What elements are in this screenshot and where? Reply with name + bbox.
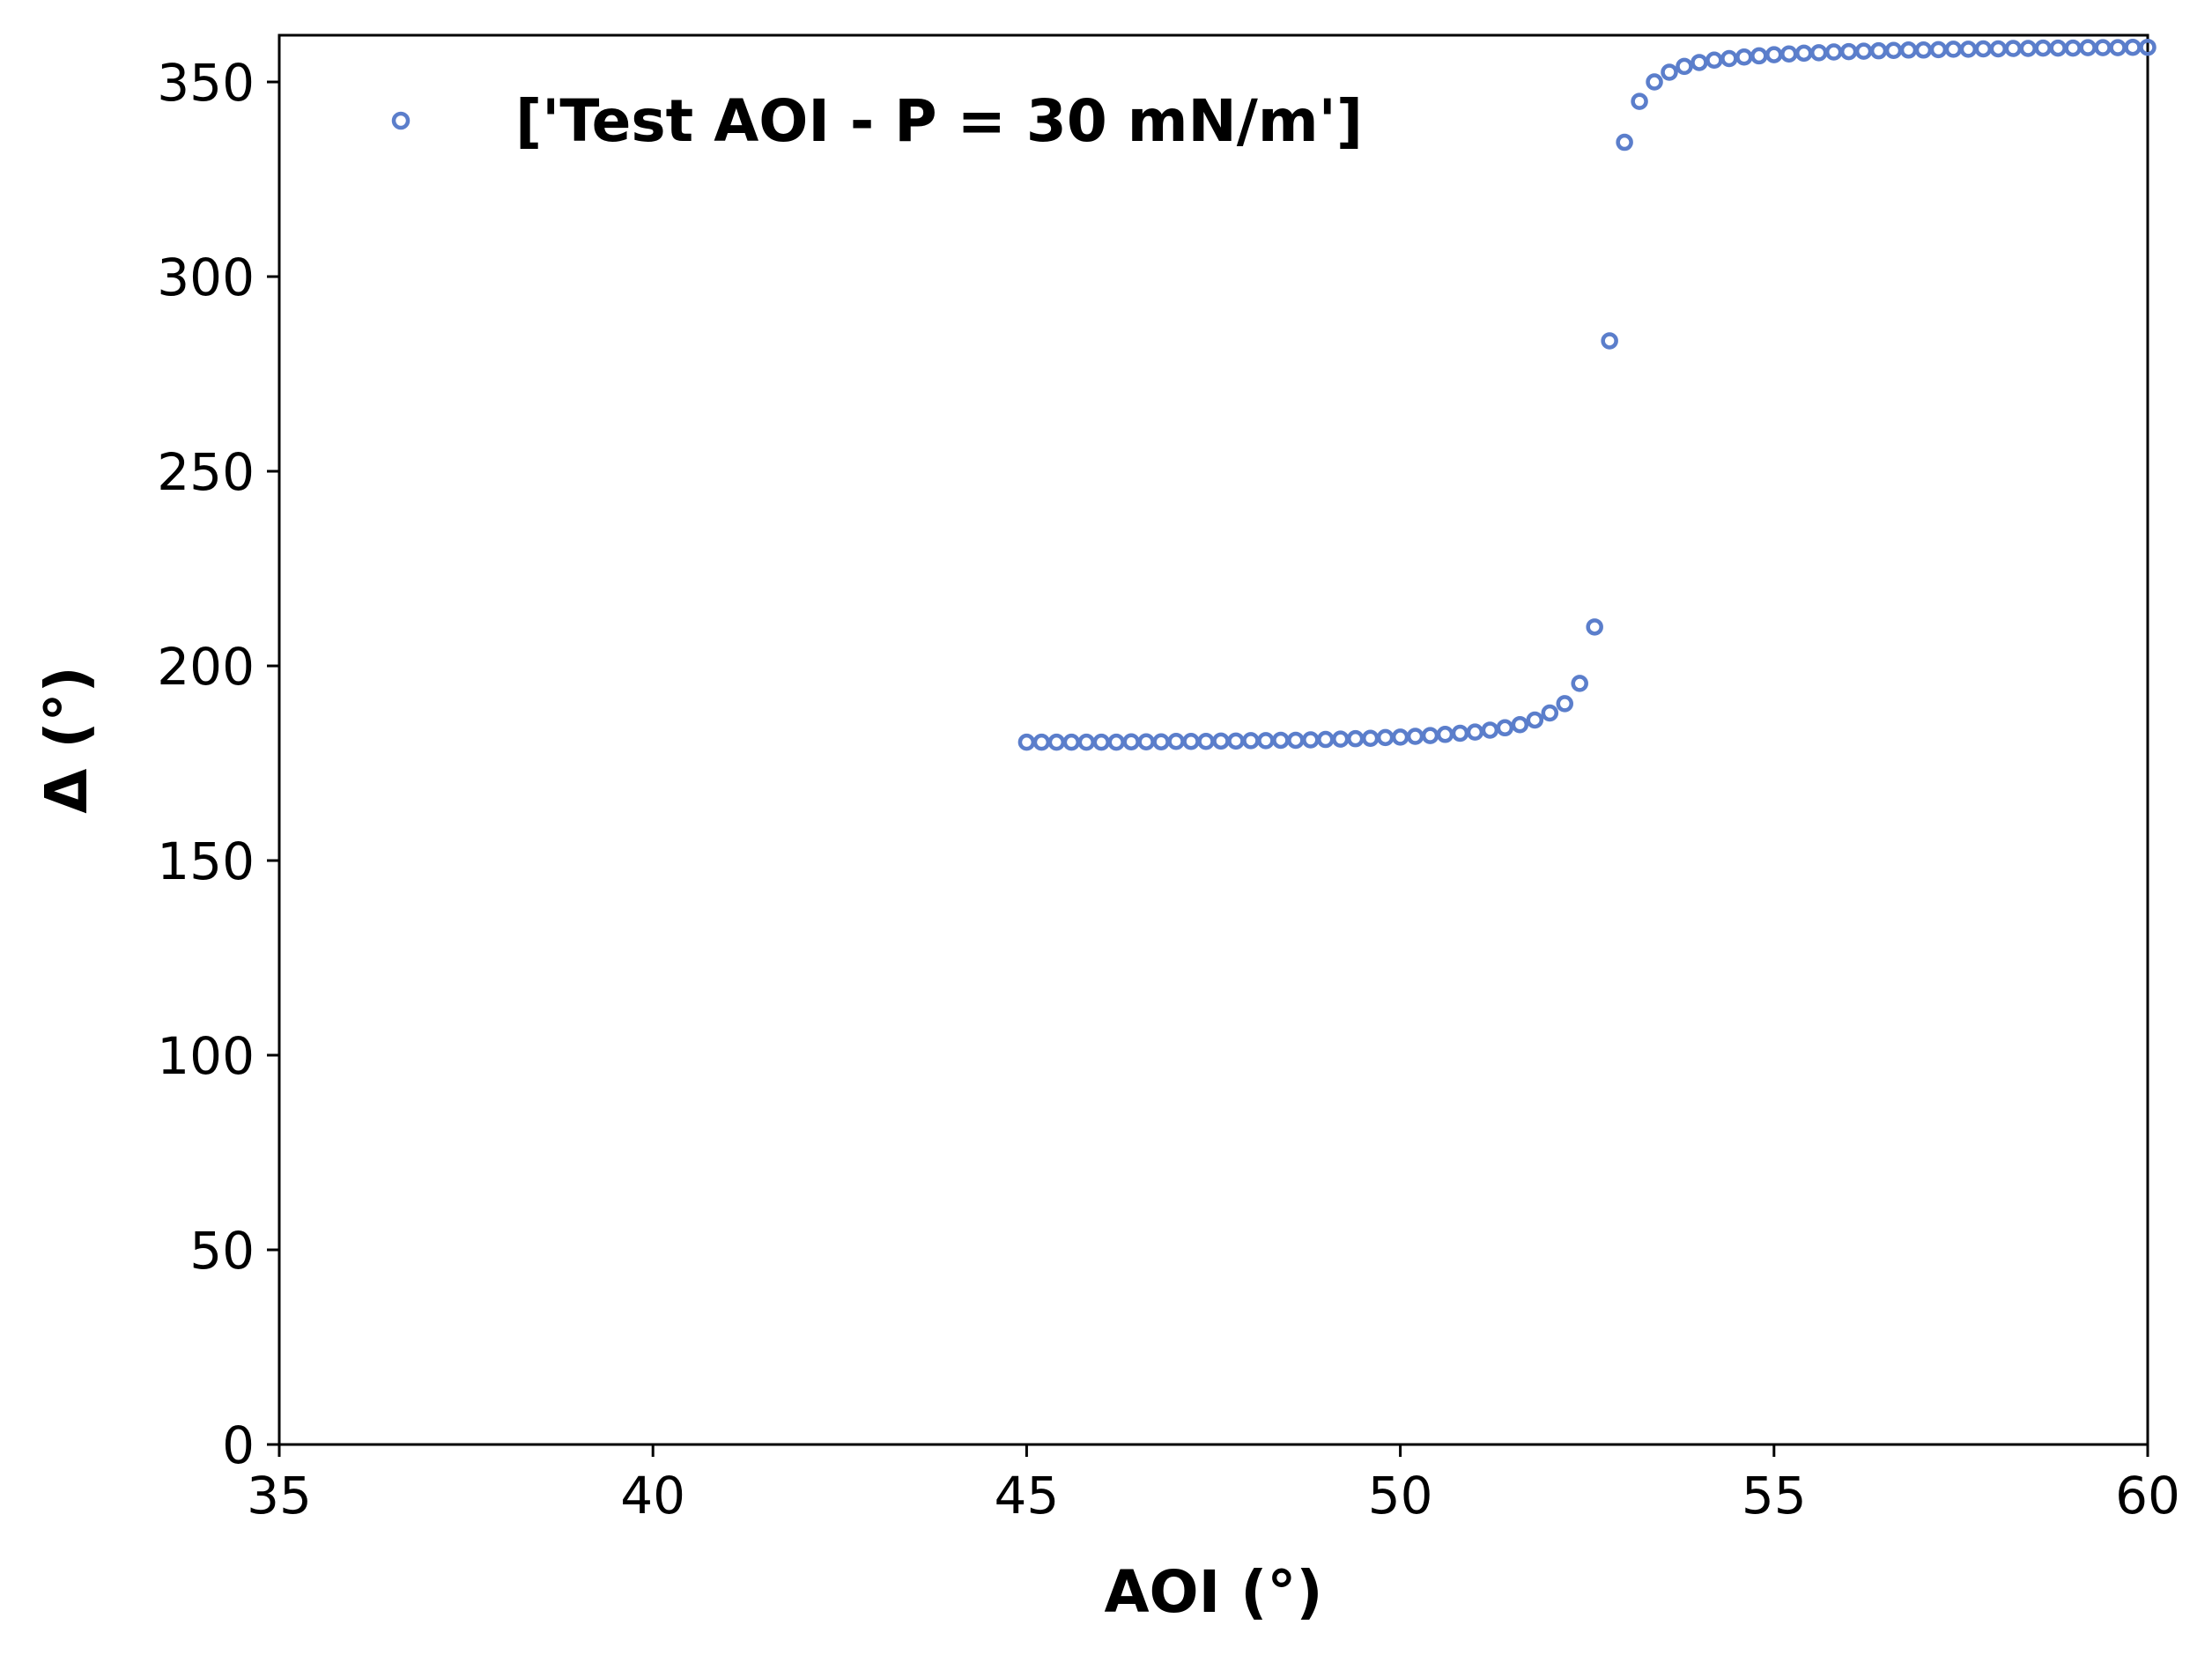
x-axis-title: AOI (°) [1104,1558,1322,1626]
data-point [1586,618,1603,636]
data-point [1631,92,1648,110]
data-point [1646,73,1663,91]
data-point [2139,38,2157,56]
data-point [1601,332,1618,350]
y-tick-label: 100 [157,1026,255,1086]
data-point [1496,719,1514,737]
y-tick-label: 350 [157,53,255,113]
data-point [1481,721,1499,739]
x-tick-label: 45 [994,1466,1059,1526]
x-tick-label: 55 [1742,1466,1807,1526]
data-point [1676,57,1693,76]
y-axis-ticks: 0 50 100 150 200 250 300 350 [157,53,279,1475]
x-tick-label: 50 [1368,1466,1433,1526]
data-point [1616,133,1633,151]
y-tick-label: 200 [157,637,255,697]
y-tick-label: 0 [222,1415,255,1475]
data-point [1556,695,1573,713]
data-point [1661,63,1678,81]
y-tick-label: 250 [157,442,255,502]
data-points [1017,38,2157,751]
legend-label: ['Test AOI - P = 30 mN/m'] [515,87,1363,155]
x-axis-ticks: 35 40 45 50 55 60 [247,1444,2180,1526]
y-tick-label: 300 [157,248,255,307]
legend: ['Test AOI - P = 30 mN/m'] [391,87,1363,155]
x-tick-label: 40 [620,1466,685,1526]
plot-area-frame [277,33,2149,1446]
data-point [1526,711,1544,729]
x-tick-label: 60 [2115,1466,2180,1526]
data-point [1690,54,1708,71]
data-point [1541,704,1559,722]
legend-marker [391,111,411,130]
data-point [1511,716,1529,734]
y-tick-label: 150 [157,831,255,891]
x-tick-label: 35 [247,1466,312,1526]
y-axis-title: Δ (°) [33,666,100,813]
y-tick-label: 50 [189,1221,255,1281]
data-point [1571,675,1588,692]
